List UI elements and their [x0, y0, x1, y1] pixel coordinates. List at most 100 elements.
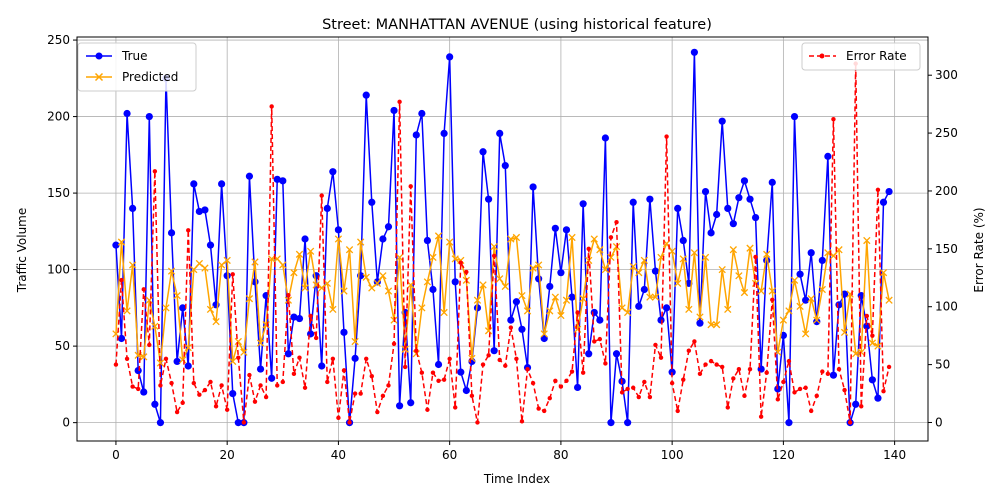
- error-rate-point: [224, 407, 230, 412]
- true-point: [484, 195, 493, 203]
- true-point: [729, 220, 737, 228]
- true-point: [579, 200, 587, 208]
- error-rate-point: [631, 385, 636, 390]
- true-point: [885, 187, 893, 196]
- true-point: [190, 180, 198, 188]
- true-point: [651, 267, 660, 275]
- predicted-point: [629, 262, 637, 271]
- error-rate-point: [113, 362, 119, 367]
- predicted-point: [190, 265, 198, 274]
- true-point: [624, 419, 632, 427]
- error-rate-point: [770, 297, 775, 302]
- predicted-point: [446, 238, 454, 246]
- predicted-point: [240, 348, 248, 356]
- error-rate-point: [280, 379, 285, 385]
- true-point: [601, 134, 609, 142]
- predicted-point: [512, 233, 521, 242]
- predicted-point: [735, 272, 743, 280]
- x-tick-label: 100: [661, 448, 684, 462]
- predicted-point: [518, 291, 526, 300]
- true-point: [418, 109, 426, 118]
- predicted-point: [501, 282, 509, 291]
- predicted-point: [852, 350, 860, 358]
- error-rate-point: [575, 310, 580, 315]
- true-point: [868, 376, 876, 384]
- predicted-point: [651, 293, 660, 301]
- y2-tick-label: 250: [935, 126, 958, 140]
- error-rate-point: [130, 384, 135, 389]
- error-rate-point: [186, 228, 191, 233]
- error-rate-point: [847, 420, 853, 425]
- predicted-point: [167, 267, 176, 275]
- error-rate-point: [503, 363, 508, 368]
- true-point: [751, 213, 760, 222]
- true-point: [112, 241, 120, 249]
- error-rate-point: [402, 364, 408, 370]
- predicted-point: [696, 313, 704, 321]
- true-point: [151, 400, 159, 408]
- error-rate-point: [291, 371, 297, 377]
- error-rate-point: [814, 393, 819, 399]
- error-rate-point: [547, 395, 552, 401]
- error-rate-point: [135, 386, 141, 392]
- error-rate-point: [697, 371, 703, 377]
- true-point: [540, 334, 548, 343]
- legend-error-marker: [819, 53, 825, 59]
- legend-predicted-label: Predicted: [122, 70, 178, 84]
- predicted-point: [301, 284, 309, 292]
- predicted-point: [785, 307, 793, 315]
- error-rate-point: [803, 385, 808, 390]
- error-rate-point: [558, 384, 564, 389]
- y2-tick-label: 200: [935, 184, 958, 198]
- predicted-point: [857, 348, 865, 356]
- predicted-point: [724, 305, 732, 314]
- plot-frame: [76, 36, 929, 442]
- error-rate-point: [297, 355, 302, 360]
- error-rate-point: [820, 369, 825, 374]
- predicted-point: [523, 307, 532, 315]
- true-point: [518, 325, 526, 333]
- error-rate-point: [447, 356, 452, 362]
- true-point: [340, 328, 348, 336]
- true-point: [229, 389, 237, 398]
- true-point: [173, 357, 181, 366]
- predicted-point: [707, 321, 715, 329]
- predicted-point: [290, 269, 298, 277]
- predicted-point: [579, 295, 587, 303]
- predicted-point: [423, 278, 432, 286]
- error-rate-point: [508, 325, 514, 330]
- predicted-point: [334, 235, 343, 243]
- predicted-point: [395, 253, 404, 262]
- predicted-point: [496, 275, 504, 283]
- predicted-point: [256, 339, 265, 347]
- true-point: [134, 367, 142, 375]
- true-point: [824, 152, 832, 160]
- error-rate-point: [825, 371, 831, 377]
- true-point: [662, 304, 671, 312]
- error-rate-point: [625, 386, 630, 392]
- true-point: [735, 194, 743, 202]
- predicted-point: [268, 255, 276, 263]
- true-point: [273, 175, 281, 183]
- true-point: [145, 112, 153, 121]
- true-point: [117, 334, 126, 343]
- true-point: [807, 249, 815, 257]
- predicted-point: [345, 246, 354, 254]
- y2-tick-label: 0: [935, 415, 943, 429]
- error-rate-point: [758, 414, 764, 419]
- error-rate-point: [725, 405, 730, 410]
- predicted-point: [279, 261, 287, 269]
- true-point: [573, 383, 582, 392]
- error-rate-point: [336, 415, 341, 421]
- true-point: [813, 318, 821, 326]
- predicted-point: [779, 316, 788, 324]
- error-rate-point: [775, 397, 781, 402]
- predicted-point: [173, 291, 181, 300]
- error-rate-point: [764, 370, 769, 375]
- error-rate-point: [669, 380, 675, 386]
- x-tick-label: 0: [112, 448, 120, 462]
- predicted-point: [729, 246, 737, 254]
- true-point: [129, 204, 137, 212]
- error-rate-point: [364, 356, 369, 362]
